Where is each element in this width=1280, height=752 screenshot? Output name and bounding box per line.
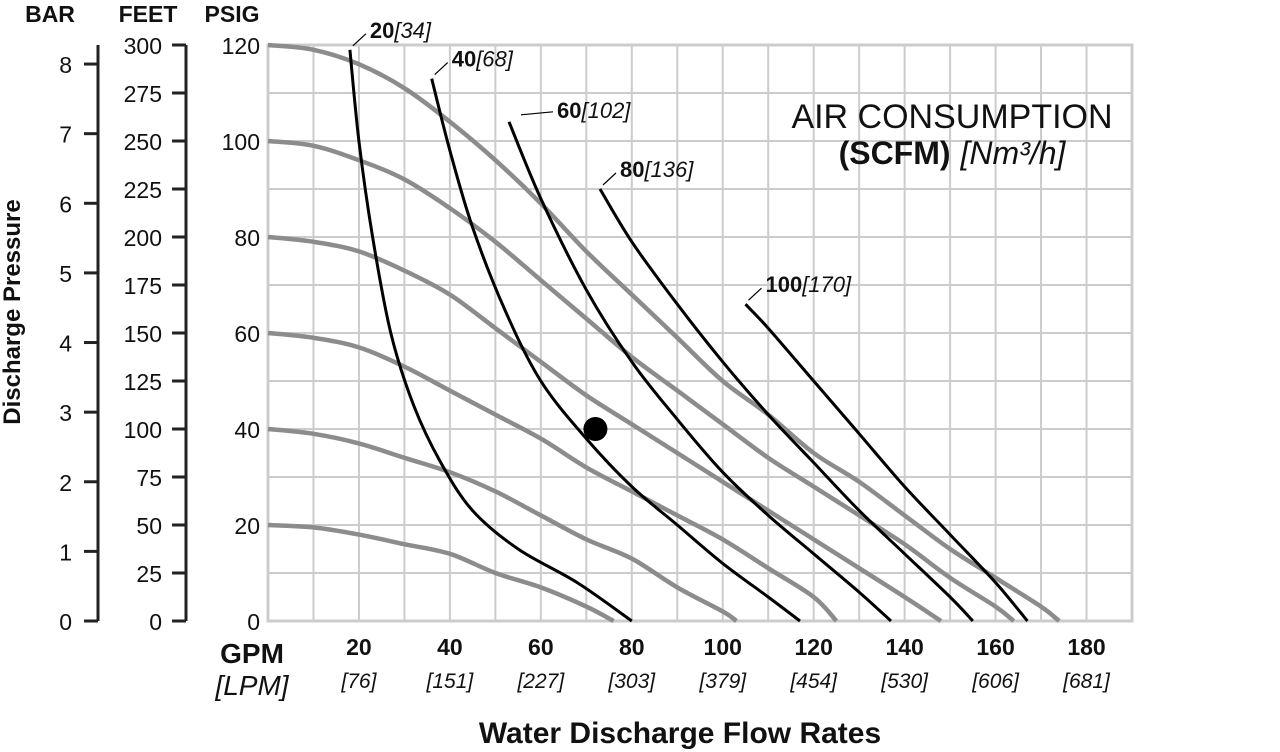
- feet-tick-label: 0: [149, 609, 162, 635]
- air-label-leader: [520, 111, 554, 116]
- air-label-nm3h: [170]: [801, 272, 852, 297]
- x-tick-lpm-label: [227]: [516, 670, 565, 693]
- air-label-leader: [434, 62, 449, 76]
- feet-tick-label: 175: [124, 273, 162, 299]
- air-consumption-label: 40[68]: [452, 47, 514, 72]
- x-unit-lpm: [LPM]: [214, 670, 289, 701]
- feet-tick-label: 250: [124, 129, 162, 155]
- feet-tick-label: 225: [124, 177, 162, 203]
- x-tick-lpm-label: [303]: [607, 670, 656, 693]
- pressure-curve: [267, 522, 615, 623]
- feet-tick-label: 300: [124, 33, 162, 59]
- x-tick-label: 20: [346, 634, 372, 660]
- air-label-nm3h: [68]: [475, 47, 514, 72]
- pressure-curve: [267, 330, 839, 623]
- feet-tick-label: 125: [124, 369, 162, 395]
- bar-tick-label: 1: [59, 539, 72, 565]
- feet-tick-label: 100: [124, 417, 162, 443]
- psig-tick-label: 80: [234, 225, 260, 251]
- air-consumption-label: 100[170]: [765, 272, 852, 297]
- psig-tick-label: 40: [234, 417, 260, 443]
- psig-tick-label: 120: [222, 33, 260, 59]
- x-tick-lpm-label: [76]: [340, 670, 377, 693]
- psig-tick-label: 20: [234, 513, 260, 539]
- x-tick-label: 100: [704, 634, 742, 660]
- x-tick-label: 160: [976, 634, 1014, 660]
- air-label-scfm: 20: [370, 18, 394, 43]
- air-label-nm3h: [102]: [580, 98, 631, 123]
- psig-axis-header: PSIG: [205, 1, 260, 27]
- x-tick-lpm-label: [454]: [789, 670, 838, 693]
- grid: [268, 45, 1132, 621]
- air-consumption-curve: [744, 303, 1029, 622]
- x-tick-lpm-label: [681]: [1062, 670, 1111, 693]
- bar-tick-label: 3: [59, 400, 72, 426]
- feet-tick-label: 25: [136, 561, 162, 587]
- pressure-curve: [267, 234, 943, 623]
- feet-tick-label: 200: [124, 225, 162, 251]
- legend-unit-scfm: (SCFM): [839, 135, 951, 171]
- air-consumption-curve: [598, 188, 974, 623]
- bar-tick-label: 2: [59, 470, 72, 496]
- psig-axis: 0 20 40 60 80 100 120: [222, 33, 260, 635]
- air-label-leader: [352, 33, 367, 47]
- air-label-scfm: 100: [765, 272, 802, 297]
- feet-tick-label: 150: [124, 321, 162, 347]
- bar-tick-label: 5: [59, 261, 72, 287]
- air-consumption-label: 80[136]: [620, 157, 694, 182]
- air-consumption-curve: [507, 121, 893, 623]
- psig-tick-label: 100: [222, 129, 260, 155]
- x-axis: 20 [76] 40 [151] 60 [227] 80 [303] 100 [379] 120 [4…: [340, 634, 1111, 693]
- x-tick-label: 140: [885, 634, 923, 660]
- bar-tick-label: 8: [59, 52, 72, 78]
- x-tick-label: 60: [528, 634, 554, 660]
- pressure-curves: [267, 42, 1061, 623]
- y-axis-title: Discharge Pressure: [0, 199, 26, 424]
- air-consumption-label: 20[34]: [370, 18, 432, 43]
- x-tick-lpm-label: [151]: [426, 670, 475, 693]
- x-tick-lpm-label: [606]: [971, 670, 1020, 693]
- air-label-leader: [748, 287, 762, 301]
- x-tick-label: 180: [1067, 634, 1105, 660]
- x-unit-gpm: GPM: [220, 638, 284, 669]
- air-consumption-curves: [348, 49, 1029, 623]
- pressure-curve: [267, 138, 1016, 623]
- feet-tick-label: 50: [136, 513, 162, 539]
- air-label-leader: [602, 172, 617, 186]
- feet-axis-header: FEET: [119, 1, 178, 27]
- feet-tick-label: 275: [124, 81, 162, 107]
- x-tick-label: 40: [437, 634, 463, 660]
- air-consumption-labels: 20[34] 40[68] 60[102] 80[136] 100[170]: [352, 18, 852, 301]
- air-label-scfm: 40: [452, 47, 476, 72]
- operating-point-marker: [583, 417, 608, 441]
- x-tick-lpm-label: [530]: [880, 670, 929, 693]
- bar-tick-label: 7: [59, 122, 72, 148]
- psig-tick-label: 60: [234, 321, 260, 347]
- bar-tick-label: 4: [59, 331, 72, 357]
- bar-axis-header: BAR: [25, 1, 75, 27]
- air-label-nm3h: [34]: [393, 18, 432, 43]
- air-consumption-curve: [348, 49, 633, 623]
- bar-axis: 0 1 2 3 4 5 6 7 8: [59, 52, 98, 635]
- x-tick-label: 80: [619, 634, 645, 660]
- pressure-curve: [267, 426, 738, 623]
- feet-tick-label: 75: [136, 465, 162, 491]
- air-label-scfm: 60: [557, 98, 581, 123]
- air-label-scfm: 80: [620, 157, 644, 182]
- x-tick-lpm-label: [379]: [698, 670, 747, 693]
- bar-tick-label: 0: [59, 609, 72, 635]
- psig-tick-label: 0: [247, 609, 260, 635]
- bar-tick-label: 6: [59, 191, 72, 217]
- air-label-nm3h: [136]: [643, 157, 694, 182]
- air-consumption-label: 60[102]: [557, 98, 631, 123]
- x-tick-label: 120: [794, 634, 832, 660]
- legend-title-line2: (SCFM) [Nm³/h]: [839, 135, 1067, 171]
- x-axis-title: Water Discharge Flow Rates: [479, 717, 881, 750]
- legend-unit-nm3h: [Nm³/h]: [960, 135, 1067, 171]
- pressure-curve: [267, 42, 1061, 623]
- legend-title-line1: AIR CONSUMPTION: [791, 98, 1112, 136]
- feet-axis: 0 25 50 75 100 125 150 175 200 225 250 275 300: [124, 33, 186, 635]
- air-consumption-curve: [430, 78, 801, 623]
